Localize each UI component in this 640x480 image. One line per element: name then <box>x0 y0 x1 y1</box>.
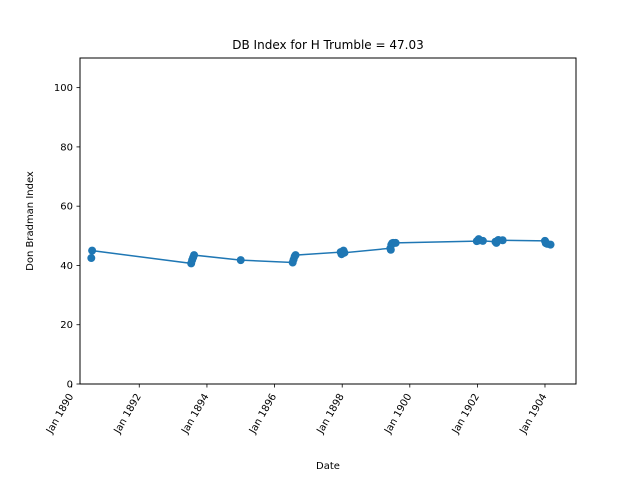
data-point <box>190 251 199 260</box>
data-point <box>391 238 400 247</box>
y-axis: 0 20 40 60 80 100 <box>54 83 80 391</box>
x-axis-label: Date <box>316 461 340 472</box>
data-point <box>498 236 507 245</box>
data-point <box>478 236 487 245</box>
y-tick-label: 0 <box>67 380 73 391</box>
plot-area <box>87 235 555 268</box>
data-point <box>88 246 97 255</box>
y-tick-label: 60 <box>60 202 73 213</box>
y-axis-label: Don Bradman Index <box>25 171 36 271</box>
chart-title: DB Index for H Trumble = 47.03 <box>232 38 423 52</box>
data-point <box>546 240 555 249</box>
data-point <box>87 254 96 263</box>
plot-frame <box>79 57 577 385</box>
y-tick-label: 20 <box>60 320 73 331</box>
y-tick-label: 40 <box>60 261 73 272</box>
y-tick-label: 100 <box>54 83 73 94</box>
y-tick-label: 80 <box>60 142 73 153</box>
data-point <box>340 248 349 257</box>
data-point <box>291 251 300 260</box>
data-point <box>236 256 245 265</box>
